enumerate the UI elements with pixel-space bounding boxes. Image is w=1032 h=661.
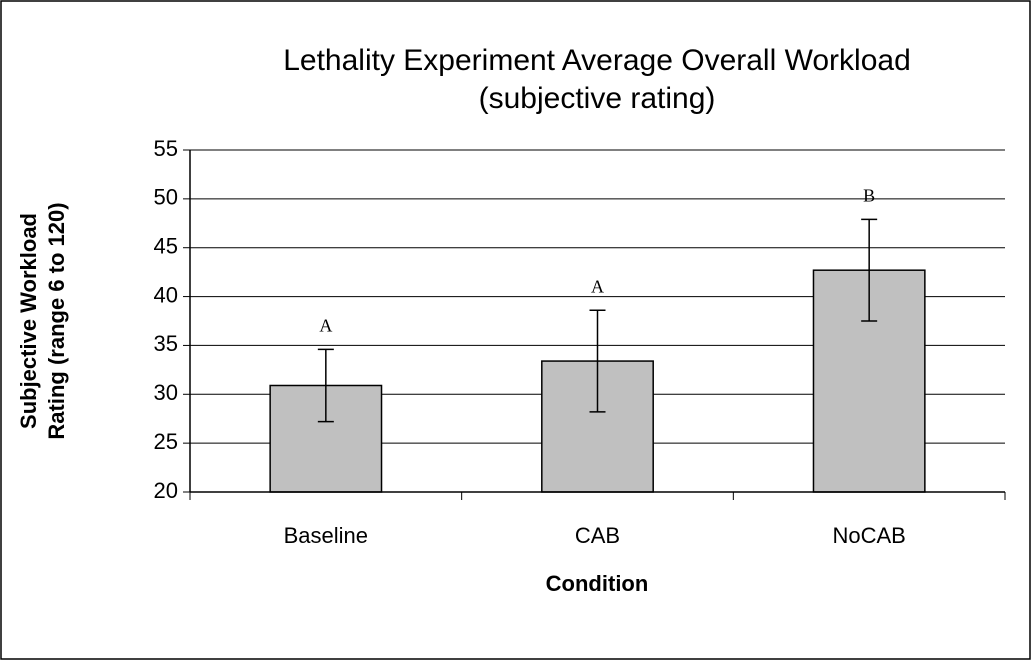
annotation: A [319, 315, 332, 335]
y-tick-label: 45 [154, 234, 178, 259]
x-axis-title: Condition [546, 571, 649, 596]
y-tick-label: 20 [154, 478, 178, 503]
annotation: A [591, 276, 604, 296]
y-axis-title: Rating (range 6 to 120) [44, 202, 69, 439]
y-tick-label: 50 [154, 185, 178, 210]
y-tick-label: 25 [154, 429, 178, 454]
y-tick-label: 55 [154, 136, 178, 161]
chart-title: (subjective rating) [479, 82, 716, 115]
y-tick-label: 30 [154, 380, 178, 405]
error-bar [589, 309, 606, 413]
error-bar [861, 218, 878, 322]
x-tick-label: Baseline [284, 523, 368, 548]
x-tick-label: CAB [575, 523, 620, 548]
annotation: B [863, 186, 875, 206]
y-tick-label: 40 [154, 282, 178, 307]
y-tick-label: 35 [154, 331, 178, 356]
x-tick-label: NoCAB [832, 523, 905, 548]
y-axis-title: Subjective Workload [16, 213, 41, 429]
error-bar [317, 348, 334, 423]
chart-title: Lethality Experiment Average Overall Wor… [283, 44, 911, 77]
